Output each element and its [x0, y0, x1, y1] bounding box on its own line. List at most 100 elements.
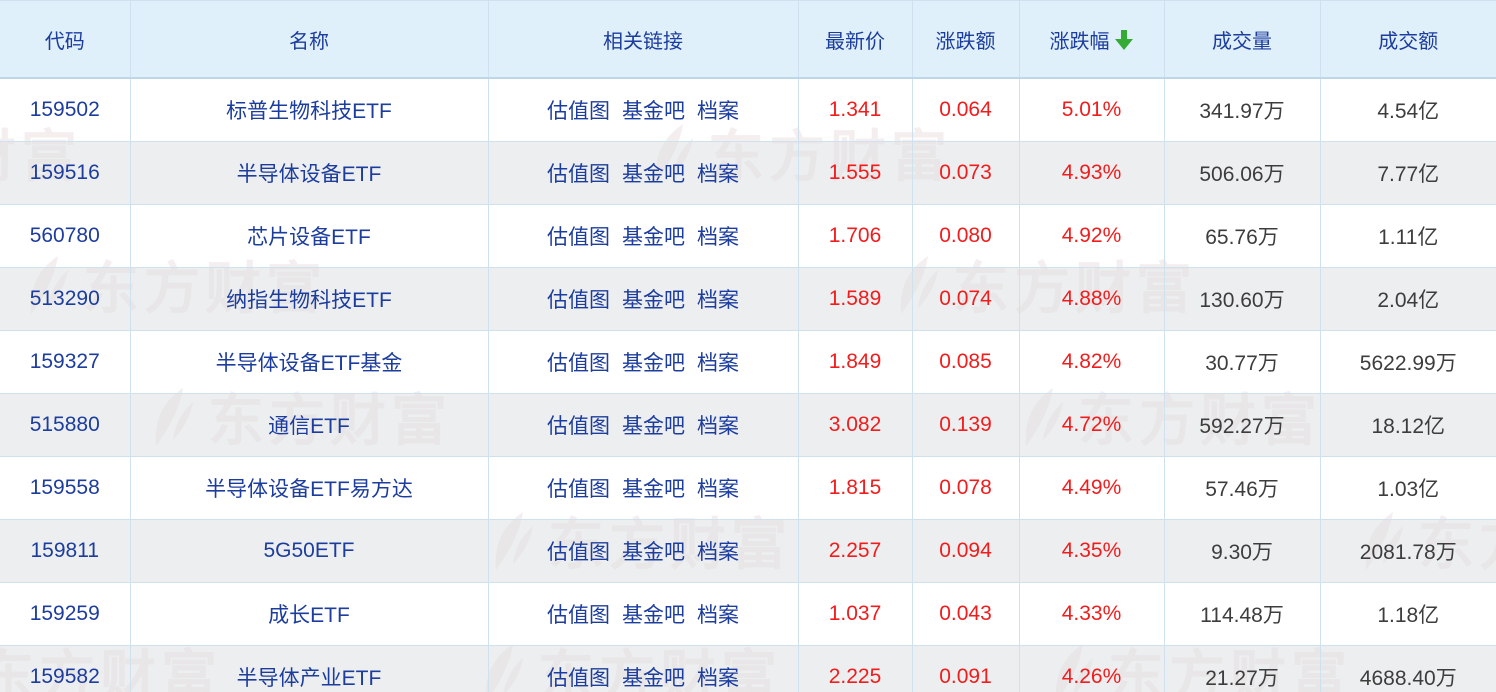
link-valuation-chart[interactable]: 估值图 — [547, 667, 610, 690]
fund-code-link[interactable]: 159259 — [29, 602, 100, 625]
cell-turnover: 1.03亿 — [1320, 456, 1496, 520]
fund-name-link[interactable]: 通信ETF — [268, 415, 350, 438]
link-archive[interactable]: 档案 — [697, 478, 739, 501]
cell-price: 1.589 — [798, 267, 913, 331]
link-valuation-chart[interactable]: 估值图 — [547, 541, 610, 564]
col-header-label: 相关链接 — [603, 30, 683, 53]
fund-code-link[interactable]: 159502 — [29, 98, 100, 121]
col-header-volume[interactable]: 成交量 — [1164, 0, 1321, 79]
link-fund-forum[interactable]: 基金吧 — [622, 415, 685, 438]
cell-code: 513290 — [0, 267, 131, 331]
fund-code-link[interactable]: 159582 — [29, 665, 100, 688]
link-fund-forum[interactable]: 基金吧 — [622, 478, 685, 501]
cell-pct: 4.93% — [1019, 141, 1165, 205]
link-fund-forum[interactable]: 基金吧 — [622, 163, 685, 186]
link-archive[interactable]: 档案 — [697, 604, 739, 627]
fund-name-link[interactable]: 成长ETF — [268, 604, 350, 627]
value-turnover: 2.04亿 — [1377, 289, 1440, 312]
fund-name-link[interactable]: 标普生物科技ETF — [226, 100, 392, 123]
link-archive[interactable]: 档案 — [697, 667, 739, 690]
link-valuation-chart[interactable]: 估值图 — [547, 163, 610, 186]
cell-turnover: 4688.40万 — [1320, 645, 1496, 692]
fund-code-link[interactable]: 159811 — [30, 539, 100, 562]
cell-volume: 341.97万 — [1164, 78, 1321, 142]
fund-name-link[interactable]: 纳指生物科技ETF — [226, 289, 392, 312]
table-row: 159558 半导体设备ETF易方达 估值图 基金吧 档案 1.815 0.078 4.49%… — [0, 456, 1496, 520]
link-valuation-chart[interactable]: 估值图 — [547, 289, 610, 312]
table-body: 159502 标普生物科技ETF 估值图 基金吧 档案 1.341 0.064 5.01% 34… — [0, 78, 1496, 692]
cell-code: 159259 — [0, 582, 131, 646]
link-fund-forum[interactable]: 基金吧 — [622, 604, 685, 627]
value-price: 1.815 — [828, 476, 882, 499]
link-archive[interactable]: 档案 — [697, 163, 739, 186]
value-turnover: 4688.40万 — [1359, 667, 1457, 690]
link-valuation-chart[interactable]: 估值图 — [547, 100, 610, 123]
link-archive[interactable]: 档案 — [697, 100, 739, 123]
link-archive[interactable]: 档案 — [697, 415, 739, 438]
value-change: 0.091 — [939, 665, 992, 688]
value-price: 2.225 — [828, 665, 882, 688]
cell-volume: 65.76万 — [1164, 204, 1321, 268]
value-volume: 130.60万 — [1199, 289, 1285, 312]
value-volume: 65.76万 — [1205, 226, 1279, 249]
col-header-change[interactable]: 涨跌额 — [912, 0, 1020, 79]
value-turnover: 5622.99万 — [1359, 352, 1457, 375]
link-valuation-chart[interactable]: 估值图 — [547, 604, 610, 627]
fund-name-link[interactable]: 半导体设备ETF — [236, 163, 382, 186]
link-archive[interactable]: 档案 — [697, 289, 739, 312]
link-valuation-chart[interactable]: 估值图 — [547, 352, 610, 375]
fund-name-link[interactable]: 半导体产业ETF — [236, 667, 382, 690]
value-price: 1.589 — [828, 287, 882, 310]
col-header-turnover[interactable]: 成交额 — [1320, 0, 1496, 79]
fund-name-link[interactable]: 芯片设备ETF — [247, 226, 371, 249]
link-fund-forum[interactable]: 基金吧 — [622, 289, 685, 312]
link-fund-forum[interactable]: 基金吧 — [622, 541, 685, 564]
col-header-code[interactable]: 代码 — [0, 0, 131, 79]
table-header: 代码 名称 相关链接 最新价 涨跌额 涨跌幅 成交量 成交额 — [0, 0, 1496, 79]
cell-code: 159582 — [0, 645, 131, 692]
cell-volume: 114.48万 — [1164, 582, 1321, 646]
cell-code: 159502 — [0, 78, 131, 142]
fund-code-link[interactable]: 513290 — [29, 287, 100, 310]
cell-volume: 30.77万 — [1164, 330, 1321, 394]
cell-code: 159327 — [0, 330, 131, 394]
cell-name: 纳指生物科技ETF — [130, 267, 489, 331]
col-header-price[interactable]: 最新价 — [798, 0, 913, 79]
col-header-links[interactable]: 相关链接 — [488, 0, 799, 79]
value-pct: 4.92% — [1061, 224, 1122, 247]
cell-links: 估值图 基金吧 档案 — [488, 267, 799, 331]
value-volume: 341.97万 — [1199, 100, 1285, 123]
fund-code-link[interactable]: 159327 — [29, 350, 100, 373]
link-fund-forum[interactable]: 基金吧 — [622, 226, 685, 249]
link-fund-forum[interactable]: 基金吧 — [622, 100, 685, 123]
link-fund-forum[interactable]: 基金吧 — [622, 352, 685, 375]
col-header-pct[interactable]: 涨跌幅 — [1019, 0, 1165, 79]
cell-name: 芯片设备ETF — [130, 204, 489, 268]
link-valuation-chart[interactable]: 估值图 — [547, 478, 610, 501]
cell-code: 560780 — [0, 204, 131, 268]
fund-name-link[interactable]: 半导体设备ETF基金 — [215, 352, 403, 375]
cell-turnover: 2081.78万 — [1320, 519, 1496, 583]
value-turnover: 7.77亿 — [1377, 163, 1440, 186]
cell-name: 半导体设备ETF易方达 — [130, 456, 489, 520]
cell-change: 0.078 — [912, 456, 1020, 520]
link-valuation-chart[interactable]: 估值图 — [547, 226, 610, 249]
cell-links: 估值图 基金吧 档案 — [488, 330, 799, 394]
link-archive[interactable]: 档案 — [697, 226, 739, 249]
fund-code-link[interactable]: 515880 — [29, 413, 100, 436]
link-archive[interactable]: 档案 — [697, 352, 739, 375]
fund-name-link[interactable]: 半导体设备ETF易方达 — [205, 478, 413, 501]
cell-price: 1.815 — [798, 456, 913, 520]
fund-name-link[interactable]: 5G50ETF — [263, 539, 355, 562]
fund-code-link[interactable]: 159558 — [29, 476, 100, 499]
link-valuation-chart[interactable]: 估值图 — [547, 415, 610, 438]
fund-code-link[interactable]: 560780 — [29, 224, 100, 247]
link-archive[interactable]: 档案 — [697, 541, 739, 564]
value-pct: 4.33% — [1061, 602, 1122, 625]
link-fund-forum[interactable]: 基金吧 — [622, 667, 685, 690]
col-header-name[interactable]: 名称 — [130, 0, 489, 79]
value-pct: 4.88% — [1061, 287, 1122, 310]
value-volume: 57.46万 — [1205, 478, 1279, 501]
fund-code-link[interactable]: 159516 — [29, 161, 100, 184]
